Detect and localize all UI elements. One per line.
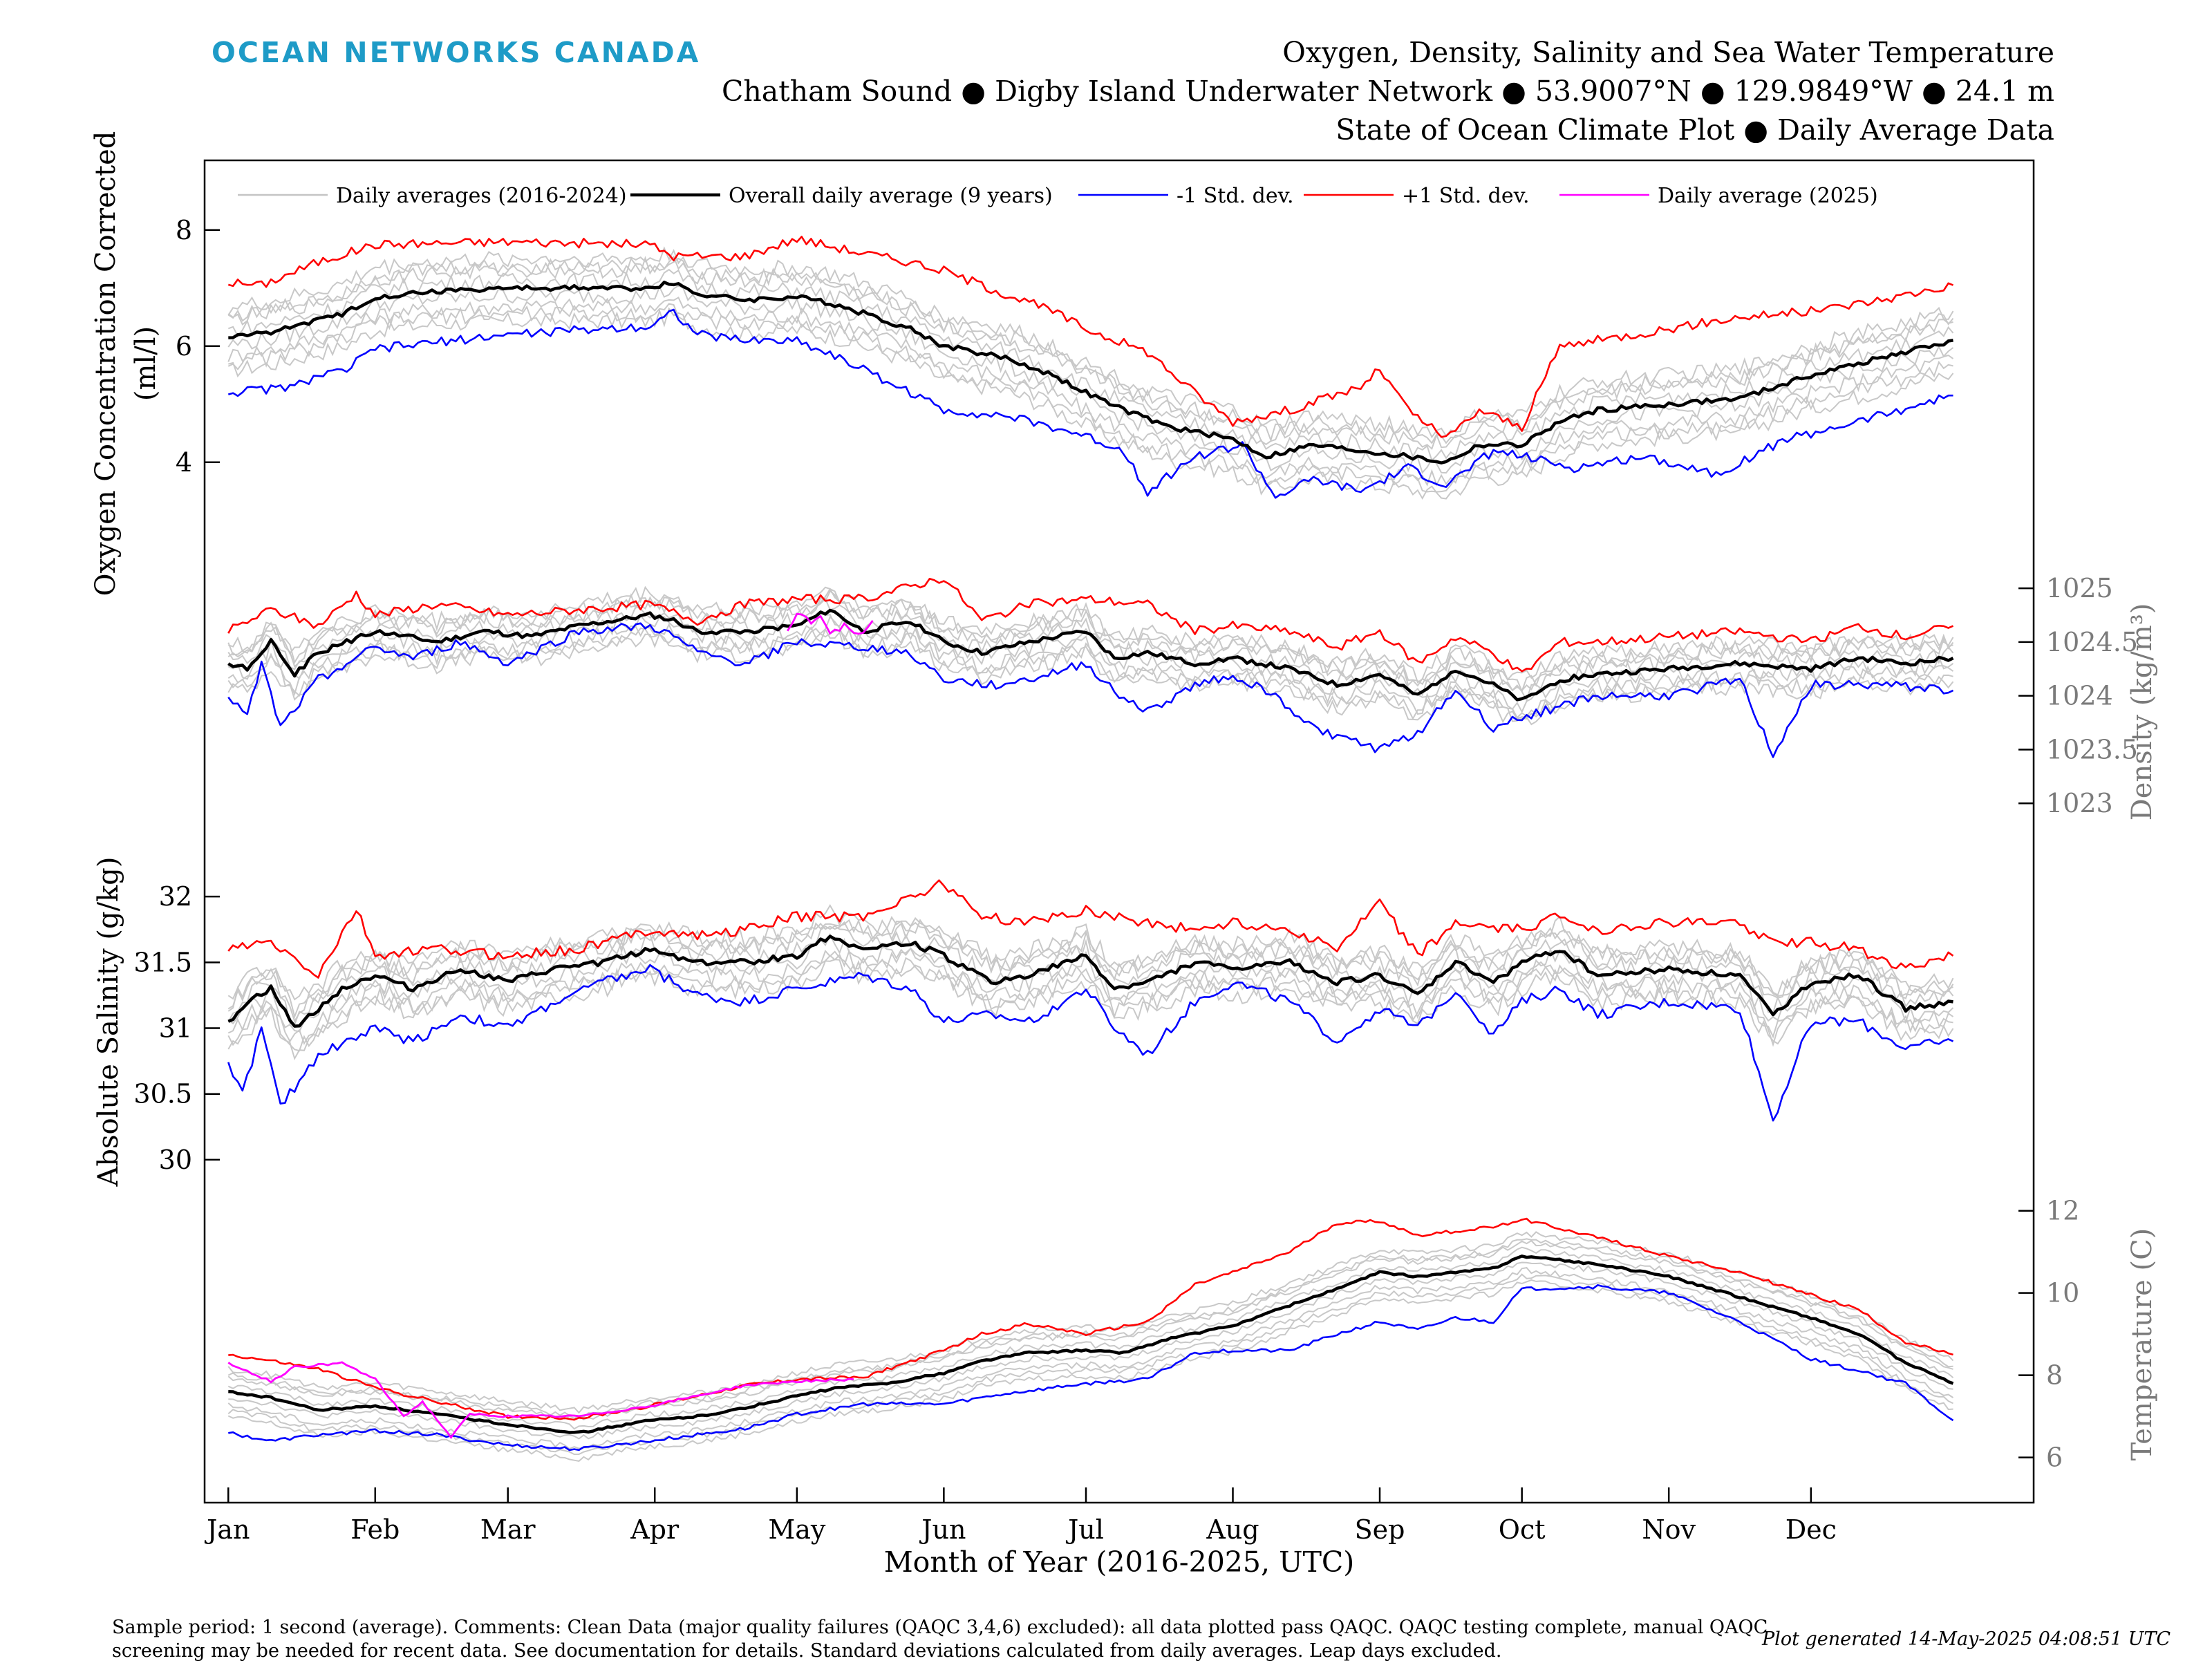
- xtick-label-oct: Oct: [1499, 1514, 1546, 1545]
- plot-title: Oxygen, Density, Salinity and Sea Water …: [1282, 36, 2054, 69]
- ytick-label-oxygen-2: 8: [176, 215, 192, 245]
- legend-label-1: Overall daily average (9 years): [729, 184, 1053, 208]
- series-daily-averages-temperature-5: [227, 1231, 1954, 1414]
- series-overall-mean-temperature: [228, 1255, 1954, 1434]
- panel-density: 1023 1023.5 1024 1024.5 1025 Density (kg/m³): [227, 573, 2158, 821]
- series-daily-averages-oxygen-4: [227, 257, 1953, 450]
- series-minus-1-std-density: [227, 622, 1954, 758]
- series-daily-averages-salinity-5: [227, 904, 1954, 1001]
- series-minus-1-std-oxygen: [227, 308, 1953, 499]
- y-axis-label-salinity: Absolute Salinity (g/kg): [93, 856, 124, 1187]
- series-daily-averages-temperature-7: [227, 1238, 1953, 1418]
- y-axis-label-units-oxygen: (ml/l): [130, 326, 162, 401]
- series-daily-averages-temperature-6: [227, 1273, 1953, 1456]
- ytick-label-temperature-2: 10: [2046, 1278, 2079, 1308]
- legend-label-0: Daily averages (2016-2024): [336, 184, 627, 208]
- ytick-label-temperature-3: 12: [2046, 1196, 2079, 1226]
- series-daily-averages-oxygen-6: [227, 303, 1953, 493]
- xtick-label-aug: Aug: [1206, 1514, 1259, 1545]
- series-daily-averages-salinity-6: [227, 949, 1953, 1052]
- plot-subtitle-location: Chatham Sound ● Digby Island Underwater …: [721, 75, 2054, 108]
- series-daily-averages-oxygen-7: [227, 255, 1954, 444]
- xtick-label-jul: Jul: [1065, 1514, 1104, 1545]
- series-daily-averages-temperature-0: [227, 1279, 1953, 1462]
- ocean-networks-canada-logo: OCEAN NETWORKS CANADA: [212, 36, 701, 69]
- xtick-label-mar: Mar: [480, 1514, 536, 1545]
- series-overall-mean-density: [227, 608, 1954, 702]
- series-daily-averages-oxygen-5: [227, 246, 1954, 439]
- legend-label-4: Daily average (2025): [1658, 184, 1878, 208]
- series-daily-averages-salinity-2: [227, 932, 1954, 1033]
- series-daily-averages-density-7: [227, 588, 1954, 693]
- ytick-label-oxygen-1: 6: [176, 331, 192, 361]
- xtick-label-nov: Nov: [1642, 1514, 1696, 1545]
- series-daily-averages-oxygen-2: [227, 285, 1954, 474]
- series-plus-1-std-temperature: [228, 1217, 1953, 1421]
- ytick-label-density-3: 1024.5: [2046, 627, 2138, 657]
- series-daily-averages-density-2: [227, 610, 1954, 714]
- panel-salinity: 30 30.5 31 31.5 32 Absolute Salinity (g/kg): [93, 856, 1954, 1187]
- ytick-label-salinity-0: 30: [159, 1145, 192, 1175]
- ytick-label-oxygen-0: 4: [176, 447, 192, 478]
- xtick-label-jan: Jan: [204, 1514, 250, 1545]
- series-plus-1-std-density: [227, 577, 1954, 673]
- panel-temperature: 6 8 10 12 Temperature (C): [227, 1196, 2158, 1473]
- series-overall-mean-oxygen: [228, 281, 1953, 464]
- series-daily-averages-salinity-7: [227, 919, 1954, 1020]
- ytick-label-density-1: 1023.5: [2046, 734, 2138, 764]
- xtick-label-sep: Sep: [1355, 1514, 1405, 1545]
- series-daily-averages-oxygen-0: [228, 307, 1954, 500]
- series-daily-averages-oxygen-3: [227, 268, 1954, 462]
- plot-generated-timestamp: Plot generated 14-May-2025 04:08:51 UTC: [1762, 1628, 2171, 1650]
- ytick-label-density-0: 1023: [2046, 788, 2113, 818]
- xtick-label-feb: Feb: [350, 1514, 400, 1545]
- legend-label-2: -1 Std. dev.: [1177, 184, 1294, 208]
- series-2025-density: [787, 612, 874, 635]
- ytick-label-density-4: 1025: [2046, 573, 2113, 603]
- ytick-label-salinity-3: 31.5: [133, 947, 192, 977]
- series-minus-1-std-salinity: [227, 964, 1954, 1122]
- footer-note: Sample period: 1 second (average). Comme…: [112, 1617, 1768, 1662]
- ytick-label-salinity-4: 32: [159, 881, 192, 912]
- series-2025-temperature: [227, 1361, 854, 1440]
- series-plus-1-std-salinity: [227, 879, 1954, 979]
- panels: 4 6 8 Oxygen Concentration Corrected (ml/l) 1…: [90, 131, 2158, 1473]
- xtick-label-apr: Apr: [630, 1514, 679, 1545]
- ytick-label-temperature-0: 6: [2046, 1443, 2063, 1473]
- series-overall-mean-salinity: [227, 934, 1953, 1028]
- xtick-label-dec: Dec: [1785, 1514, 1837, 1545]
- series-daily-averages-density-1: [227, 615, 1954, 719]
- series-daily-averages-oxygen-1: [227, 297, 1954, 487]
- x-axis-label: Month of Year (2016-2025, UTC): [884, 1545, 1355, 1579]
- xtick-label-may: May: [768, 1514, 826, 1545]
- y-axis-label-temperature: Temperature (C): [2126, 1228, 2158, 1461]
- series-plus-1-std-oxygen: [227, 236, 1953, 438]
- series-minus-1-std-temperature: [228, 1284, 1954, 1451]
- xtick-label-jun: Jun: [919, 1514, 966, 1545]
- panel-oxygen: 4 6 8 Oxygen Concentration Corrected (ml/l): [90, 131, 1954, 596]
- legend: Daily averages (2016-2024) Overall daily …: [238, 184, 1878, 208]
- series-daily-averages-temperature-1: [227, 1267, 1954, 1450]
- legend-label-3: +1 Std. dev.: [1402, 184, 1530, 208]
- ytick-label-temperature-1: 8: [2046, 1360, 2063, 1391]
- ytick-label-salinity-1: 30.5: [133, 1079, 192, 1109]
- series-daily-averages-temperature-4: [227, 1239, 1953, 1420]
- series-daily-averages-temperature-2: [228, 1261, 1953, 1440]
- plot-subtitle-type: State of Ocean Climate Plot ● Daily Aver…: [1335, 113, 2054, 147]
- series-daily-averages-temperature-3: [227, 1246, 1954, 1430]
- ytick-label-salinity-2: 31: [159, 1013, 192, 1044]
- x-axis: Jan Feb Mar Apr May Jun Jul Aug Sep Oct Nov Dec: [204, 1487, 1837, 1545]
- plot-frame: [203, 159, 2035, 1504]
- y-axis-label-oxygen: Oxygen Concentration Corrected: [90, 131, 122, 596]
- series-daily-averages-salinity-0: [227, 959, 1954, 1061]
- series-daily-averages-density-5: [227, 585, 1954, 684]
- y-axis-label-density: Density (kg/m³): [2126, 603, 2158, 821]
- ytick-label-density-2: 1024: [2046, 681, 2113, 711]
